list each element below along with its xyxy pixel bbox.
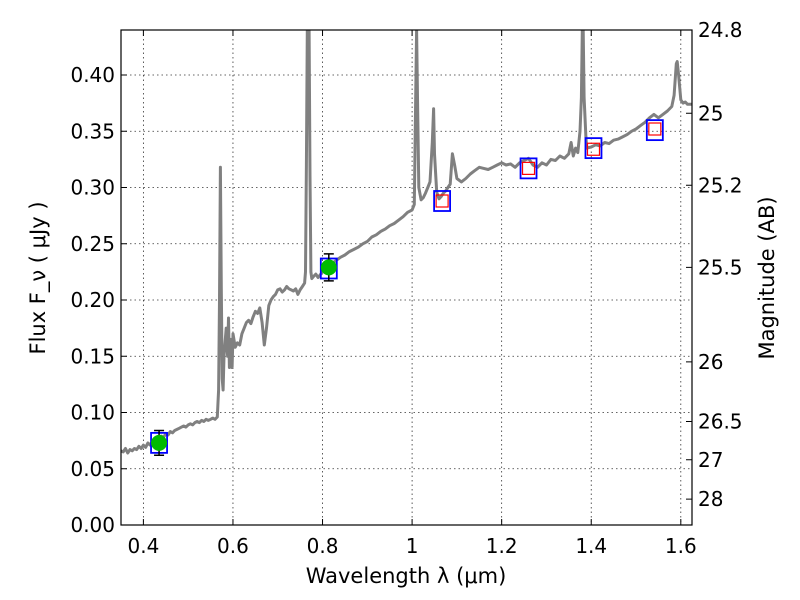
sed-spectrum-line (121, 30, 692, 455)
y-tick-label: 0.10 (70, 401, 115, 425)
x-tick-label: 0.6 (217, 534, 249, 558)
sed-spectrum-layer (121, 30, 692, 455)
right-tick-label: 25.2 (698, 173, 743, 197)
right-axis-title: Magnitude (AB) (755, 196, 779, 359)
x-tick-label: 1 (406, 534, 419, 558)
upper-limit-point (648, 122, 662, 136)
upper-limit-point (586, 142, 601, 156)
y-axis-title: Flux F_ν ( μJy ) (26, 201, 51, 354)
detection-point (151, 434, 168, 451)
detection-point (320, 259, 337, 276)
x-tick-label: 1.4 (575, 534, 607, 558)
y-tick-label: 0.35 (70, 119, 115, 143)
tick-labels: 0.4 0.6 0.8 1 1.2 1.4 1.6 0.00 0.05 0.10 0.15 0.20 0… (70, 18, 742, 558)
model-point (645, 119, 664, 142)
right-tick-label: 25 (698, 101, 723, 125)
upper-limit-point (435, 194, 449, 208)
x-tick-label: 0.4 (127, 534, 159, 558)
right-tick-label: 27 (698, 448, 723, 472)
model-point (584, 137, 603, 160)
plot-frame (120, 29, 693, 526)
right-tick-label: 28 (698, 487, 723, 511)
right-tick-label: 24.8 (698, 18, 743, 42)
model-point (433, 190, 452, 212)
y-tick-label: 0.20 (70, 288, 115, 312)
x-tick-label: 1.6 (665, 534, 697, 558)
y-tick-label: 0.40 (70, 63, 115, 87)
marker-layer (150, 119, 664, 456)
right-tick-label: 26 (698, 350, 723, 374)
y-tick-label: 0.00 (70, 513, 115, 537)
x-tick-label: 1.2 (486, 534, 518, 558)
y-tick-label: 0.15 (70, 344, 115, 368)
y-tick-label: 0.30 (70, 176, 115, 200)
model-point (519, 157, 538, 180)
upper-limit-point (521, 161, 536, 175)
y-tick-label: 0.25 (70, 232, 115, 256)
axes (120, 29, 693, 526)
grid (121, 30, 692, 526)
right-tick-label: 25.5 (698, 255, 743, 279)
x-tick-label: 0.8 (307, 534, 339, 558)
y-tick-label: 0.05 (70, 457, 115, 481)
x-axis-title: Wavelength λ (μm) (306, 564, 507, 588)
right-tick-label: 26.5 (698, 410, 743, 434)
